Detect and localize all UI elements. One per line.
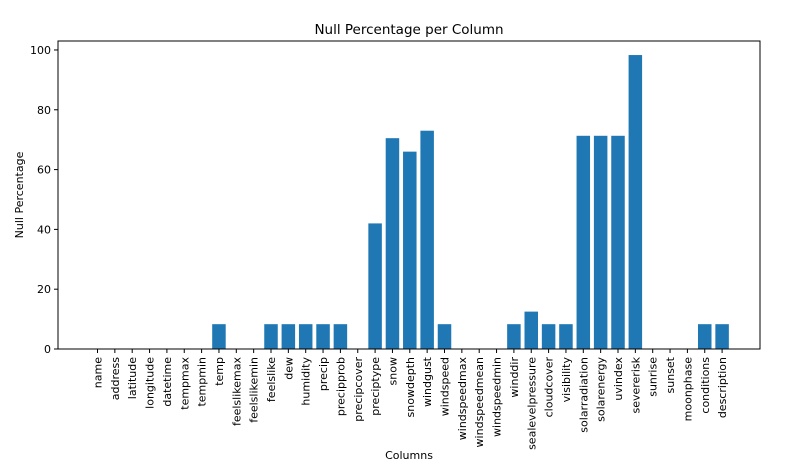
x-tick-label-windspeedmax: windspeedmax (456, 357, 469, 441)
x-tick-label-longitude: longitude (144, 357, 157, 409)
bar-precipprob (333, 324, 348, 349)
y-tick-label: 40 (37, 223, 51, 236)
x-tick-label-precipcover: precipcover (352, 357, 365, 422)
bar-snowdepth (403, 151, 417, 349)
bar-snow (385, 138, 400, 349)
x-tick-label-humidity: humidity (300, 357, 313, 406)
bar-dew (281, 324, 296, 349)
y-tick-label: 60 (37, 164, 51, 177)
x-tick-label-windspeedmean: windspeedmean (473, 357, 486, 447)
y-axis-ticks: 0 20 40 60 80 100 (30, 44, 58, 356)
bar-temp (212, 324, 226, 349)
y-tick-label: 20 (37, 283, 51, 296)
bar-visibility (559, 324, 573, 349)
bars-group (212, 55, 729, 350)
bar-preciptype (368, 223, 382, 349)
x-tick-label-feelslikemax: feelslikemax (230, 357, 243, 427)
y-axis-title: Null Percentage (13, 151, 26, 238)
bar-uvindex (611, 135, 625, 349)
x-tick-label-cloudcover: cloudcover (543, 357, 556, 418)
bar-winddir (507, 324, 521, 349)
x-tick-label-severerisk: severerisk (629, 356, 642, 413)
x-tick-label-windspeedmin: windspeedmin (491, 357, 504, 437)
bar-humidity (298, 324, 313, 349)
x-tick-label-windspeed: windspeed (439, 357, 452, 416)
bar-windspeed (437, 324, 452, 349)
x-tick-label-moonphase: moonphase (681, 357, 694, 422)
chart-title: Null Percentage per Column (314, 22, 503, 38)
plot-frame (57, 40, 761, 350)
x-tick-label-visibility: visibility (560, 357, 573, 403)
y-tick-label: 80 (37, 104, 51, 117)
x-axis-title: Columns (385, 449, 433, 462)
x-tick-label-tempmin: tempmin (196, 357, 209, 407)
x-tick-label-feelslike: feelslike (265, 357, 278, 402)
y-tick-label: 0 (44, 343, 51, 356)
y-tick-label: 100 (30, 44, 51, 57)
x-tick-label-sealevelpressure: sealevelpressure (525, 357, 538, 450)
x-tick-label-tempmax: tempmax (178, 357, 191, 410)
x-tick-label-snowdepth: snowdepth (404, 357, 417, 417)
x-tick-label-precipprob: precipprob (334, 357, 347, 416)
x-tick-label-snow: snow (386, 357, 399, 385)
x-tick-label-conditions: conditions (699, 357, 712, 414)
x-tick-label-name: name (92, 357, 105, 388)
bar-solarenergy (593, 135, 608, 349)
bar-description (715, 324, 729, 349)
x-tick-label-solarenergy: solarenergy (595, 357, 608, 422)
x-tick-label-address: address (109, 357, 122, 400)
x-tick-label-preciptype: preciptype (369, 357, 382, 416)
bar-feelslike (264, 324, 278, 349)
x-tick-label-precip: precip (317, 357, 330, 391)
x-tick-label-latitude: latitude (126, 357, 139, 399)
bar-windgust (420, 130, 434, 349)
x-tick-label-temp: temp (213, 357, 226, 386)
bar-severerisk (628, 55, 643, 350)
x-tick-label-description: description (716, 357, 729, 418)
x-tick-label-sunset: sunset (664, 356, 677, 393)
bar-solarradiation (576, 135, 591, 349)
bar-cloudcover (541, 324, 556, 349)
x-axis-ticks: name address latitude longitude datetime temp… (92, 349, 729, 450)
x-tick-label-solarradiation: solarradiation (577, 357, 590, 433)
x-tick-label-sunrise: sunrise (647, 357, 660, 397)
bar-precip (316, 324, 330, 349)
x-tick-label-uvindex: uvindex (612, 357, 625, 401)
x-tick-label-windgust: windgust (421, 356, 434, 407)
bar-conditions (698, 324, 712, 349)
x-tick-label-datetime: datetime (161, 357, 174, 407)
x-tick-label-winddir: winddir (508, 357, 521, 398)
x-tick-label-dew: dew (282, 357, 295, 380)
x-tick-label-feelslikemin: feelslikemin (248, 357, 261, 423)
bar-sealevelpressure (524, 311, 538, 349)
